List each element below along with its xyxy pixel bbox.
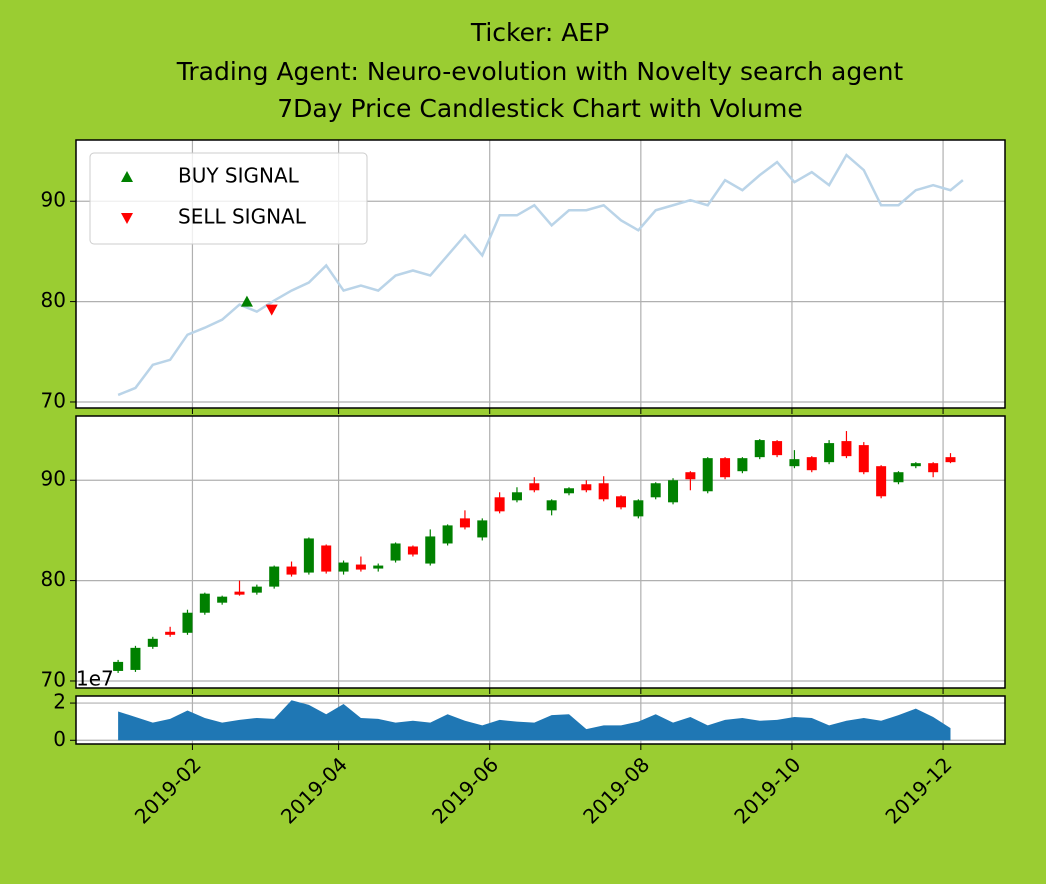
candle-body	[633, 500, 644, 517]
candle-body	[407, 546, 418, 555]
candle-body	[373, 565, 384, 569]
candle-body	[772, 441, 783, 456]
price-line	[117, 153, 964, 397]
candle-body	[702, 458, 713, 492]
candle-body	[130, 647, 141, 670]
y-tick-label: 2	[53, 690, 66, 714]
candle-body	[650, 483, 661, 498]
candle-body	[217, 596, 228, 603]
candle-body	[876, 466, 887, 497]
signal-marker	[265, 304, 278, 316]
candle-body	[945, 457, 956, 463]
plot-area	[76, 416, 1005, 688]
y-tick-label: 80	[41, 567, 66, 591]
y-tick-label: 70	[41, 667, 66, 691]
y-tick-label: 90	[41, 188, 66, 212]
candle-body	[234, 591, 245, 595]
candle-body	[147, 638, 158, 647]
candle-body	[199, 593, 210, 613]
y-tick-label: 70	[41, 388, 66, 412]
candle-body	[286, 566, 297, 575]
candle-body	[893, 472, 904, 483]
axes-frame	[75, 415, 1006, 689]
signal-marker	[240, 295, 253, 307]
volume-area	[118, 700, 951, 741]
candle-body	[182, 612, 193, 633]
axis-offset-label: 1e7	[76, 667, 114, 691]
candle-body	[442, 525, 453, 544]
candle-body	[546, 500, 557, 511]
candle-body	[824, 443, 835, 463]
candle-body	[113, 661, 124, 671]
y-tick-label: 90	[41, 467, 66, 491]
candle-body	[321, 545, 332, 572]
candle-body	[841, 441, 852, 457]
candle-body	[858, 445, 869, 473]
candle-body	[477, 520, 488, 538]
candle-body	[720, 458, 731, 478]
candle-body	[737, 458, 748, 472]
candle-body	[806, 457, 817, 471]
candle-body	[338, 562, 349, 572]
candle-body	[529, 483, 540, 491]
candle-body	[581, 484, 592, 491]
candle-body	[754, 440, 765, 458]
legend-label: SELL SIGNAL	[178, 205, 307, 229]
candle-body	[494, 497, 505, 512]
candle-body	[251, 586, 262, 593]
candle-body	[355, 564, 366, 570]
candle-body	[459, 518, 470, 528]
axes-frame	[75, 695, 1006, 745]
legend-marker	[121, 171, 133, 182]
candle-body	[269, 566, 280, 587]
chart-title: Ticker: AEP	[470, 18, 609, 47]
legend-marker	[121, 213, 133, 224]
y-tick-label: 80	[41, 288, 66, 312]
candle-body	[303, 538, 314, 573]
candle-body	[685, 472, 696, 480]
candle-body	[598, 483, 609, 500]
candle-body	[511, 492, 522, 501]
y-tick-label: 0	[53, 727, 66, 751]
candle-body	[390, 543, 401, 561]
chart-title: 7Day Price Candlestick Chart with Volume	[277, 94, 803, 123]
chart-title: Trading Agent: Neuro-evolution with Nove…	[176, 57, 904, 86]
candle-body	[928, 463, 939, 473]
candle-body	[165, 631, 176, 635]
candle-body	[425, 536, 436, 564]
candle-body	[616, 496, 627, 508]
candle-body	[668, 480, 679, 503]
legend	[89, 152, 368, 245]
axes-frame	[75, 139, 1006, 409]
legend-label: BUY SIGNAL	[178, 164, 300, 188]
candle-body	[910, 463, 921, 467]
candle-body	[789, 459, 800, 467]
candle-body	[563, 488, 574, 494]
